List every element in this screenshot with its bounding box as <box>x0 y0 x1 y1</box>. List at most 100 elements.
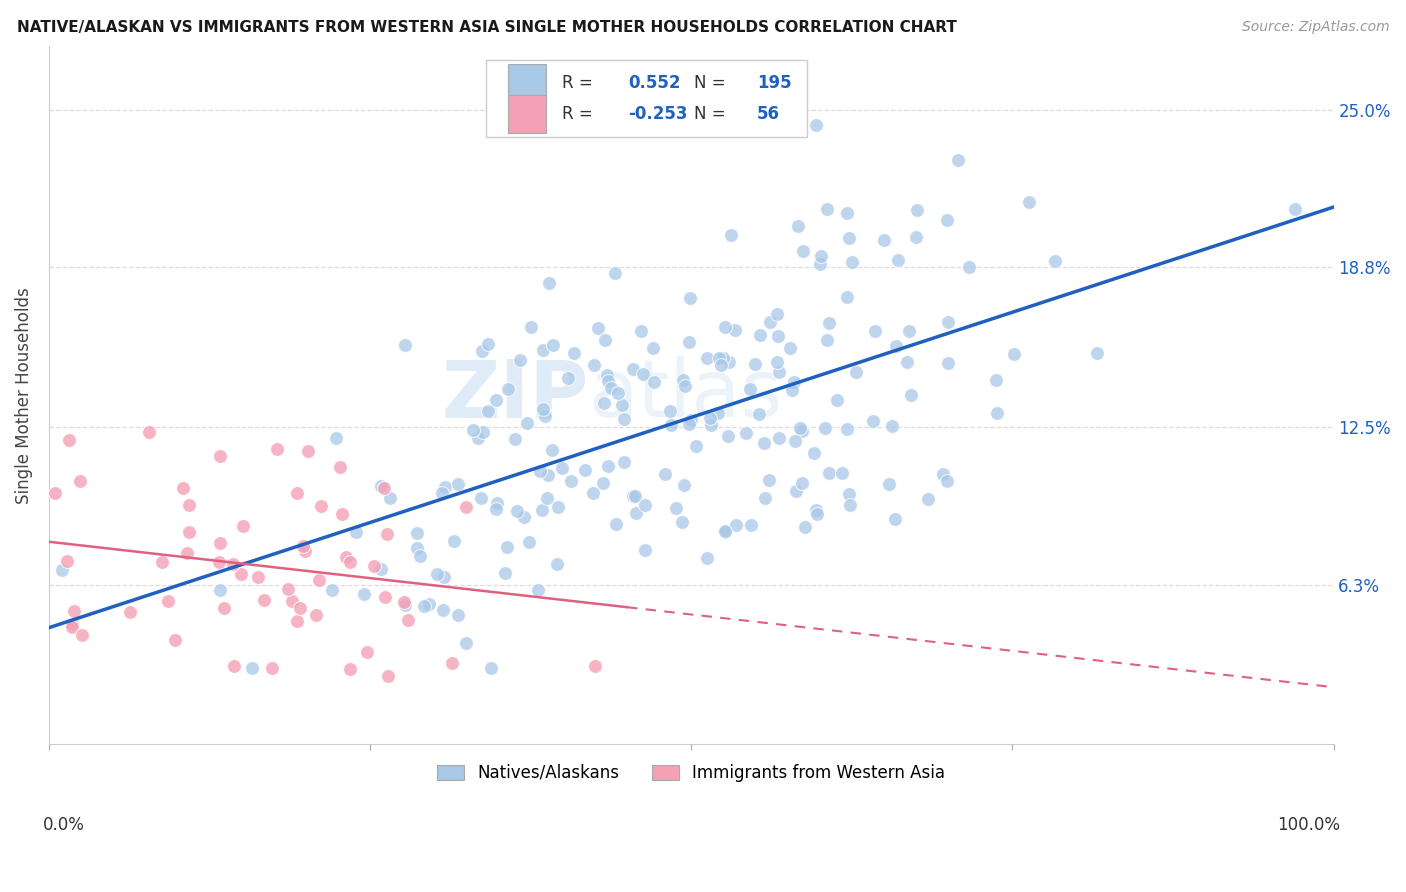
Point <box>613 411 636 425</box>
Point <box>120 605 142 619</box>
Point <box>560 474 582 488</box>
Point <box>986 406 1008 420</box>
Text: R =: R = <box>561 74 598 92</box>
Point <box>152 555 174 569</box>
Point <box>291 539 314 553</box>
Point <box>60 620 83 634</box>
Point <box>792 244 814 259</box>
Text: ZIP: ZIP <box>441 356 589 434</box>
Point <box>531 343 554 358</box>
Point <box>835 422 858 436</box>
Point <box>624 489 647 503</box>
Point <box>533 409 555 423</box>
Point <box>673 379 696 393</box>
Point <box>288 600 311 615</box>
Point <box>477 403 499 417</box>
Point <box>529 464 551 478</box>
FancyBboxPatch shape <box>508 64 546 103</box>
Point <box>717 355 740 369</box>
Point <box>724 323 747 337</box>
Point <box>456 500 478 515</box>
Point <box>471 425 494 439</box>
Point <box>808 257 831 271</box>
Point <box>503 433 526 447</box>
Point <box>519 319 541 334</box>
Point <box>804 118 827 132</box>
Point <box>709 351 731 365</box>
Point <box>377 668 399 682</box>
Point <box>375 527 398 541</box>
Point <box>60 616 83 631</box>
Point <box>467 431 489 445</box>
Point <box>253 593 276 607</box>
Point <box>932 467 955 481</box>
Point <box>177 498 200 512</box>
Point <box>884 339 907 353</box>
Point <box>321 582 343 597</box>
Point <box>905 230 928 244</box>
Point <box>434 480 457 494</box>
Point <box>814 421 837 435</box>
Point <box>446 608 468 623</box>
Point <box>621 490 644 504</box>
Point <box>720 228 742 243</box>
Point <box>370 479 392 493</box>
Point <box>779 341 801 355</box>
Point <box>516 416 538 430</box>
Point <box>537 277 560 291</box>
Point <box>935 212 957 227</box>
Point <box>51 563 73 577</box>
Point <box>714 524 737 539</box>
Point <box>634 543 657 558</box>
Point <box>409 549 432 563</box>
Point <box>873 233 896 247</box>
Point <box>471 343 494 358</box>
FancyBboxPatch shape <box>508 95 546 133</box>
Point <box>665 500 688 515</box>
Point <box>936 356 959 370</box>
Point <box>679 412 702 426</box>
Point <box>509 352 531 367</box>
Point <box>714 320 737 334</box>
Point <box>58 434 80 448</box>
Point <box>884 511 907 525</box>
Point <box>583 359 606 373</box>
Point <box>700 418 723 433</box>
Point <box>517 534 540 549</box>
Point <box>70 628 93 642</box>
Point <box>412 599 434 614</box>
Point <box>754 491 776 505</box>
Text: 0.0%: 0.0% <box>42 815 84 833</box>
Point <box>710 358 733 372</box>
Point <box>905 203 928 218</box>
Point <box>394 598 416 612</box>
Point <box>339 555 361 569</box>
Point <box>1045 254 1067 268</box>
Point <box>596 374 619 388</box>
Point <box>344 524 367 539</box>
Point <box>285 615 308 629</box>
Point <box>540 442 562 457</box>
Point <box>546 558 568 572</box>
Point <box>768 328 790 343</box>
Point <box>432 603 454 617</box>
Point <box>838 230 860 244</box>
Point <box>792 424 814 438</box>
Point <box>658 403 681 417</box>
Point <box>1018 195 1040 210</box>
Point <box>630 324 652 338</box>
Text: Source: ZipAtlas.com: Source: ZipAtlas.com <box>1241 20 1389 34</box>
Point <box>862 414 884 428</box>
Point <box>486 496 509 510</box>
Point <box>69 475 91 489</box>
Point <box>818 316 841 330</box>
Point <box>595 334 617 348</box>
Point <box>678 291 700 305</box>
Point <box>443 533 465 548</box>
Point <box>394 595 416 609</box>
Point <box>294 544 316 558</box>
Point <box>593 396 616 410</box>
Point <box>447 477 470 491</box>
Point <box>735 426 758 441</box>
Point <box>831 466 853 480</box>
